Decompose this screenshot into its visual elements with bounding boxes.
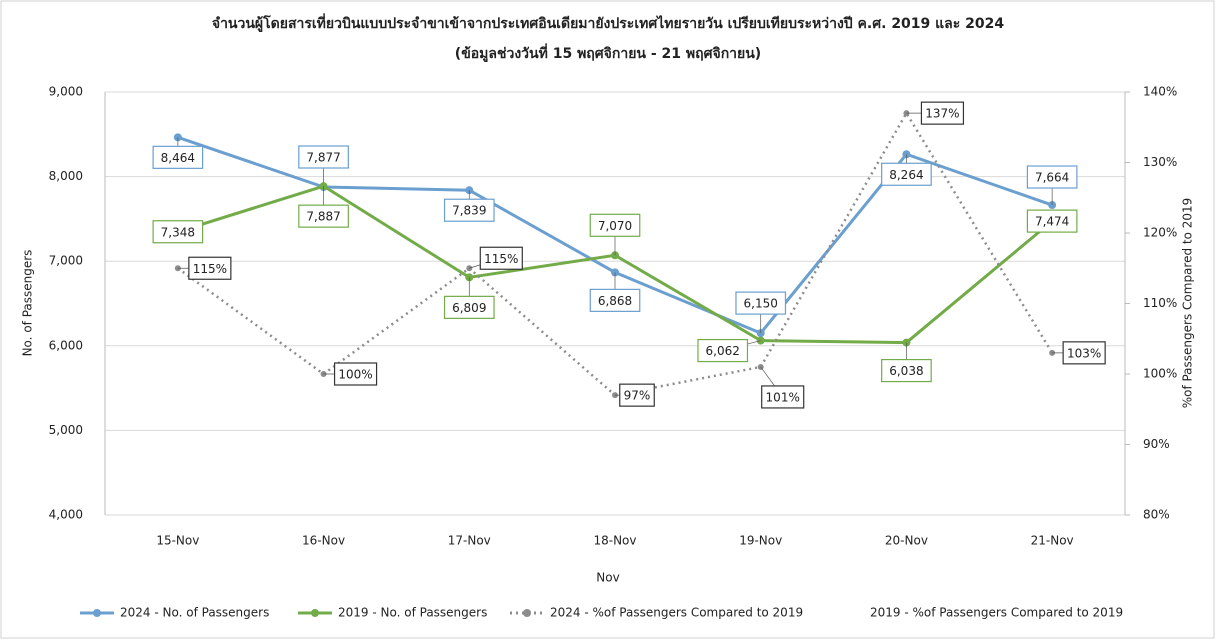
data-label: 6,868	[598, 294, 632, 308]
y2-axis-label: %of Passengers Compared to 2019	[1181, 198, 1195, 409]
y-axis-label: No. of Passengers	[21, 250, 35, 357]
y2-tick-label: 110%	[1143, 296, 1177, 310]
point	[611, 251, 619, 260]
label-box	[1026, 209, 1078, 233]
chart-title: จำนวนผู้โดยสารเที่ยวบินแบบประจำขาเข้าจาก…	[212, 13, 1005, 32]
legend-marker	[523, 609, 531, 617]
data-label: 7,070	[598, 219, 632, 233]
data-label: 7,474	[1035, 215, 1069, 229]
label-box	[152, 145, 204, 169]
data-label: 7,877	[306, 151, 340, 165]
data-label: 8,264	[889, 168, 923, 182]
label-box	[589, 213, 641, 237]
label-box	[443, 295, 495, 319]
x-tick-label: 15-Nov	[156, 534, 199, 548]
y-tick-label: 8,000	[49, 169, 83, 183]
data-label: 7,664	[1035, 171, 1069, 185]
x-tick-label: 19-Nov	[739, 534, 782, 548]
data-label: 101%	[766, 390, 800, 404]
label-box	[443, 198, 495, 222]
data-label: 100%	[338, 368, 372, 382]
label-box	[920, 101, 965, 125]
legend-label: 2019 - %of Passengers Compared to 2019	[870, 606, 1123, 620]
label-box	[333, 362, 378, 386]
data-label: 6,062	[706, 344, 740, 358]
x-axis-label: Nov	[596, 571, 619, 585]
data-label: 97%	[624, 389, 651, 403]
chart-subtitle: (ข้อมูลช่วงวันที่ 15 พฤศจิกายน - 21 พฤศจ…	[455, 43, 761, 62]
legend-label: 2019 - No. of Passengers	[338, 606, 487, 620]
label-box	[298, 145, 349, 169]
legend-marker	[311, 609, 319, 617]
y-tick-label: 6,000	[49, 338, 83, 352]
data-label: 115%	[193, 262, 227, 276]
label-box	[152, 220, 204, 244]
y2-tick-label: 100%	[1143, 367, 1177, 381]
x-tick-label: 16-Nov	[302, 534, 345, 548]
x-tick-label: 18-Nov	[593, 534, 636, 548]
y-tick-label: 4,000	[49, 508, 83, 522]
label-box	[188, 256, 232, 280]
legend-marker	[93, 609, 101, 617]
data-label: 8,464	[161, 151, 195, 165]
data-label: 6,809	[452, 301, 486, 315]
data-label: 6,150	[744, 297, 778, 311]
label-box	[298, 204, 349, 228]
y2-tick-label: 90%	[1143, 437, 1170, 451]
y-tick-label: 5,000	[49, 423, 83, 437]
label-box	[1026, 165, 1078, 189]
x-tick-label: 17-Nov	[448, 534, 491, 548]
x-tick-label: 21-Nov	[1031, 534, 1074, 548]
label-box	[589, 288, 641, 312]
label-box	[761, 385, 805, 409]
label-box	[697, 338, 749, 363]
y-tick-label: 9,000	[49, 85, 83, 99]
y2-tick-label: 140%	[1143, 85, 1177, 99]
label-box	[619, 383, 655, 407]
y2-tick-label: 120%	[1143, 226, 1177, 240]
data-label: 7,348	[161, 225, 195, 239]
label-box	[735, 291, 787, 315]
y2-tick-label: 130%	[1143, 155, 1177, 169]
data-label: 7,887	[306, 210, 340, 224]
data-label: 115%	[484, 252, 518, 266]
legend-label: 2024 - %of Passengers Compared to 2019	[550, 606, 803, 620]
y-tick-label: 7,000	[49, 254, 83, 268]
data-label: 7,839	[452, 204, 486, 218]
data-label: 6,038	[889, 364, 923, 378]
label-box	[881, 358, 932, 383]
y2-tick-label: 80%	[1143, 508, 1170, 522]
data-label: 103%	[1067, 346, 1101, 360]
legend-label: 2024 - No. of Passengers	[120, 606, 269, 620]
label-box	[881, 162, 932, 186]
label-box	[1062, 341, 1106, 365]
data-label: 137%	[925, 107, 959, 121]
x-tick-label: 20-Nov	[885, 534, 928, 548]
label-box	[479, 246, 523, 270]
